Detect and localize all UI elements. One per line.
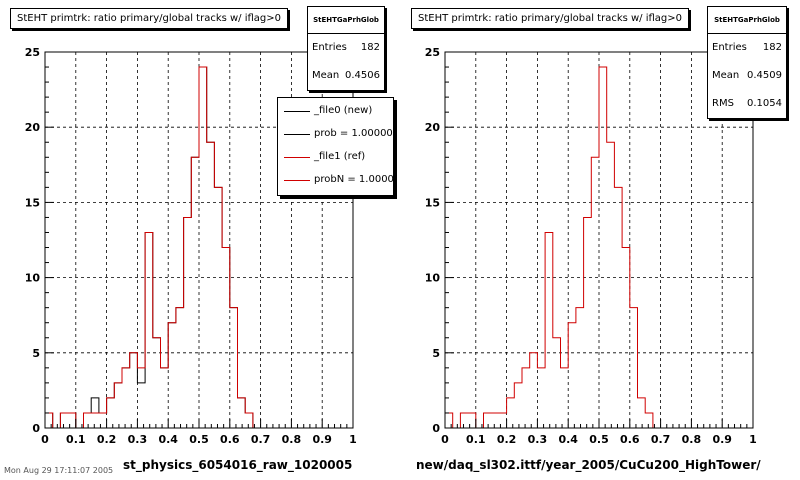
rms-label: RMS	[712, 98, 734, 109]
rms-value: 0.1054	[747, 98, 782, 109]
legend-swatch	[284, 180, 310, 181]
x-tick-label: 0.8	[682, 433, 702, 446]
x-tick-label: 1	[349, 433, 357, 446]
x-tick-label: 0.3	[528, 433, 548, 446]
y-tick-label: 10	[25, 272, 41, 285]
x-tick-label: 0.1	[66, 433, 86, 446]
y-tick-label: 5	[432, 347, 440, 360]
legend-box-left: _file0 (new) prob = 1.000000 _file1 (ref…	[277, 97, 394, 196]
x-axis-title-right: new/daq_sl302.ittf/year_2005/CuCu200_Hig…	[416, 458, 761, 472]
y-tick-label: 0	[432, 422, 440, 435]
x-tick-label: 0	[41, 433, 49, 446]
x-tick-label: 0.9	[712, 433, 732, 446]
y-tick-label: 15	[25, 196, 40, 209]
x-tick-label: 0.2	[97, 433, 117, 446]
legend-swatch	[284, 111, 310, 112]
x-tick-label: 0	[441, 433, 449, 446]
mean-value: 0.4506	[345, 70, 380, 81]
entries-label: Entries	[712, 42, 747, 53]
entries-label: Entries	[312, 42, 347, 53]
x-tick-label: 0.6	[620, 433, 640, 446]
y-tick-label: 25	[25, 46, 40, 59]
x-tick-label: 0.1	[466, 433, 486, 446]
mean-label: Mean	[312, 70, 340, 81]
legend-label: _file1 (ref)	[314, 151, 366, 162]
x-tick-label: 0.4	[558, 433, 578, 446]
legend-label: probN = 1.000000	[314, 174, 394, 185]
y-tick-label: 25	[425, 46, 440, 59]
chart-title-right: StEHT primtrk: ratio primary/global trac…	[411, 8, 690, 29]
legend-label: _file0 (new)	[314, 105, 373, 116]
x-tick-label: 0.5	[589, 433, 609, 446]
y-tick-label: 15	[425, 196, 440, 209]
x-tick-label: 0.4	[158, 433, 178, 446]
stats-name: StEHTGaPrhGlob	[308, 7, 384, 34]
x-tick-label: 0.7	[651, 433, 671, 446]
x-tick-label: 0.9	[312, 433, 332, 446]
legend-swatch	[284, 157, 310, 158]
y-tick-label: 5	[32, 347, 40, 360]
x-tick-label: 0.7	[251, 433, 271, 446]
entries-value: 182	[360, 42, 380, 53]
mean-value: 0.4509	[747, 70, 782, 81]
x-tick-label: 1	[749, 433, 757, 446]
entries-value: 182	[762, 42, 782, 53]
y-tick-label: 10	[425, 272, 441, 285]
x-axis-title-left: st_physics_6054016_raw_1020005	[123, 458, 353, 472]
y-tick-label: 0	[32, 422, 40, 435]
footer-timestamp: Mon Aug 29 17:11:07 2005	[4, 466, 114, 475]
x-tick-label: 0.6	[220, 433, 240, 446]
x-tick-label: 0.2	[497, 433, 516, 446]
stats-box-left: StEHTGaPrhGlob Entries 182 Mean 0.4506	[307, 6, 385, 91]
y-tick-label: 20	[25, 121, 41, 134]
y-tick-label: 20	[425, 121, 441, 134]
mean-label: Mean	[712, 70, 740, 81]
x-tick-label: 0.3	[128, 433, 148, 446]
legend-label: prob = 1.000000	[314, 128, 394, 139]
x-tick-label: 0.5	[189, 433, 209, 446]
legend-swatch	[284, 134, 310, 135]
stats-name: StEHTGaPrhGlob	[708, 7, 786, 34]
x-tick-label: 0.8	[282, 433, 302, 446]
chart-title-left: StEHT primtrk: ratio primary/global trac…	[10, 8, 289, 29]
stats-box-right: StEHTGaPrhGlob Entries 182 Mean 0.4509 R…	[707, 6, 787, 119]
